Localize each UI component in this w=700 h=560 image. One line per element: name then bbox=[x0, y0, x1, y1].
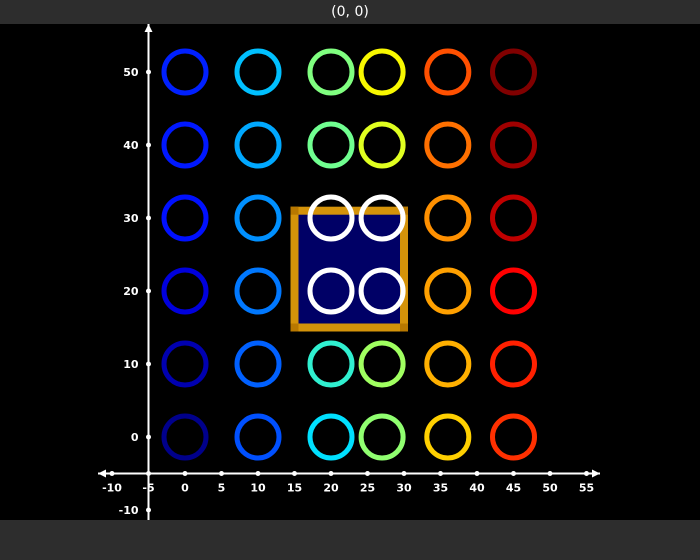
x-tick-label: 30 bbox=[396, 482, 412, 495]
ring-marker[interactable] bbox=[358, 413, 406, 461]
y-tick-label: 20 bbox=[123, 285, 139, 298]
y-tick-mark bbox=[146, 215, 151, 221]
selection-handle[interactable] bbox=[290, 323, 299, 332]
chart-canvas[interactable]: -10 -5 0 5 10 15 20 25 30 35 40 45 50 55-100102030405… bbox=[0, 24, 700, 520]
y-tick-label: 0 bbox=[131, 431, 139, 444]
y-tick-label: -10 bbox=[119, 504, 139, 517]
ring-marker[interactable] bbox=[424, 413, 472, 461]
y-tick-mark bbox=[146, 434, 151, 440]
ring-marker[interactable] bbox=[161, 194, 209, 242]
x-tick-mark bbox=[182, 471, 188, 476]
x-tick-label: 50 bbox=[542, 482, 558, 495]
y-tick-mark bbox=[146, 142, 151, 148]
x-tick-mark bbox=[547, 471, 553, 476]
ring-marker[interactable] bbox=[234, 194, 282, 242]
ring-marker[interactable] bbox=[307, 413, 355, 461]
x-axis-arrow-left bbox=[98, 469, 106, 478]
ring-marker[interactable] bbox=[307, 340, 355, 388]
x-tick-mark bbox=[219, 471, 224, 476]
ring-marker[interactable] bbox=[234, 48, 282, 96]
ring-marker[interactable] bbox=[490, 121, 537, 169]
ring-marker[interactable] bbox=[490, 413, 537, 461]
x-tick-mark bbox=[511, 471, 516, 476]
y-tick-mark bbox=[146, 288, 151, 294]
x-tick-label: 5 bbox=[218, 482, 226, 495]
x-tick-label: 10 bbox=[250, 482, 266, 495]
ring-marker[interactable] bbox=[424, 340, 472, 388]
selection-handle[interactable] bbox=[400, 323, 408, 332]
y-axis-arrow bbox=[144, 24, 153, 32]
ring-marker[interactable] bbox=[307, 194, 355, 242]
x-tick-label: 15 bbox=[287, 482, 302, 495]
x-tick-label: 25 bbox=[360, 482, 375, 495]
ring-marker[interactable] bbox=[307, 267, 355, 315]
x-tick-mark bbox=[401, 471, 407, 476]
x-tick-label: 0 bbox=[181, 482, 189, 495]
ring-marker[interactable] bbox=[490, 340, 537, 388]
window-title: (0, 0) bbox=[331, 4, 369, 20]
ring-marker[interactable] bbox=[307, 121, 355, 169]
x-axis-arrow bbox=[592, 469, 600, 478]
ring-marker[interactable] bbox=[358, 194, 406, 242]
ring-marker[interactable] bbox=[161, 413, 209, 461]
x-tick-mark bbox=[292, 471, 297, 476]
y-tick-label: 30 bbox=[123, 212, 139, 225]
y-tick-label: 10 bbox=[123, 358, 139, 371]
x-tick-mark bbox=[365, 471, 370, 476]
ring-marker[interactable] bbox=[358, 48, 406, 96]
x-tick-mark bbox=[474, 471, 480, 476]
x-tick-label: -5 bbox=[142, 482, 154, 495]
ring-marker[interactable] bbox=[234, 413, 282, 461]
x-tick-mark bbox=[438, 471, 443, 476]
ring-marker[interactable] bbox=[424, 194, 472, 242]
x-tick-label: 55 bbox=[579, 482, 594, 495]
ring-marker[interactable] bbox=[161, 121, 209, 169]
y-tick-label: 50 bbox=[123, 66, 139, 79]
ring-marker[interactable] bbox=[161, 48, 209, 96]
ring-marker[interactable] bbox=[490, 267, 537, 315]
x-tick-label: 20 bbox=[323, 482, 339, 495]
x-tick-label: 40 bbox=[469, 482, 485, 495]
ring-marker[interactable] bbox=[234, 267, 282, 315]
ring-marker[interactable] bbox=[424, 48, 472, 96]
bottom-bar bbox=[0, 520, 700, 560]
x-tick-mark bbox=[146, 471, 151, 476]
y-tick-mark bbox=[146, 507, 151, 513]
ring-marker[interactable] bbox=[490, 194, 537, 242]
ring-marker[interactable] bbox=[234, 121, 282, 169]
y-tick-label: 40 bbox=[123, 139, 139, 152]
ring-marker[interactable] bbox=[161, 340, 209, 388]
ring-marker[interactable] bbox=[424, 121, 472, 169]
selection-handle[interactable] bbox=[290, 206, 299, 215]
x-tick-mark bbox=[109, 471, 115, 476]
ring-marker[interactable] bbox=[234, 340, 282, 388]
x-tick-mark bbox=[584, 471, 589, 476]
x-tick-label: 45 bbox=[506, 482, 521, 495]
ring-marker[interactable] bbox=[307, 48, 355, 96]
x-tick-mark bbox=[328, 471, 334, 476]
ring-marker[interactable] bbox=[358, 267, 406, 315]
y-tick-mark bbox=[146, 361, 151, 367]
x-tick-label: 35 bbox=[433, 482, 448, 495]
ring-marker[interactable] bbox=[490, 48, 537, 96]
plot-area[interactable]: -10 -5 0 5 10 15 20 25 30 35 40 45 50 55 -10 0 10 20 30 40 5… bbox=[0, 24, 700, 520]
x-tick-mark bbox=[255, 471, 261, 476]
ring-marker[interactable] bbox=[358, 121, 406, 169]
ring-marker[interactable] bbox=[424, 267, 472, 315]
x-tick-label: -10 bbox=[102, 482, 122, 495]
y-tick-mark bbox=[146, 69, 151, 75]
ring-marker[interactable] bbox=[358, 340, 406, 388]
window-title-bar: (0, 0) bbox=[0, 0, 700, 24]
ring-marker[interactable] bbox=[161, 267, 209, 315]
